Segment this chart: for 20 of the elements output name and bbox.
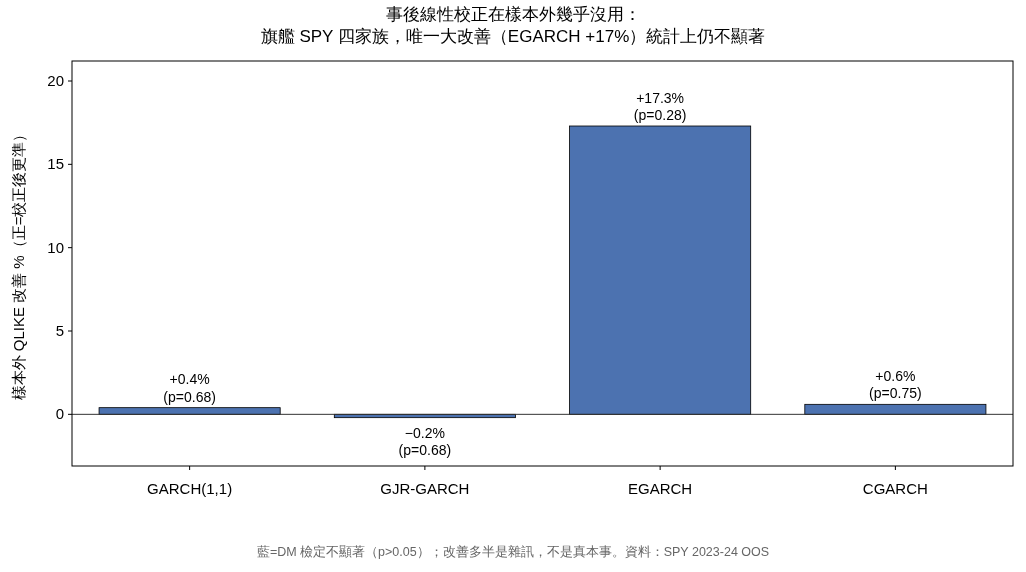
bar bbox=[569, 125, 752, 415]
text: 藍=DM 檢定不顯著（p>0.05）；改善多半是雜訊，不是真本事。資料：SPY 2023-24 OOS bbox=[256, 544, 770, 559]
data-label: −0.2% (p=0.68) bbox=[398, 424, 452, 459]
x-tick-label: GARCH(1,1) bbox=[147, 480, 233, 497]
x-tick-label: CGARCH bbox=[862, 480, 928, 497]
y-tick-label: 5 bbox=[55, 322, 64, 339]
y-tick-label: 0 bbox=[55, 405, 64, 423]
x-tick-label: EGARCH bbox=[628, 480, 693, 497]
chart-subtitle: 旗艦 SPY 四家族，唯一大改善（EGARCH +17%）統計上仍不顯著 bbox=[260, 27, 766, 46]
bar bbox=[804, 403, 987, 415]
bar bbox=[98, 407, 281, 415]
y-tick-label: 20 bbox=[47, 72, 64, 89]
x-tick-label: GJR-GARCH bbox=[380, 480, 470, 497]
data-label: +0.6% (p=0.75) bbox=[869, 367, 922, 402]
y-axis-title: 樣本外 QLIKE 改善 %（正=校正後更準） bbox=[10, 126, 27, 401]
chart-title: 事後線性校正在樣本外幾乎沒用： bbox=[385, 5, 641, 24]
y-tick-label: 10 bbox=[47, 238, 64, 256]
data-label: +0.4% (p=0.68) bbox=[163, 371, 216, 405]
data-label: +17.3% (p=0.28) bbox=[633, 89, 687, 123]
y-tick-label: 15 bbox=[47, 155, 64, 173]
